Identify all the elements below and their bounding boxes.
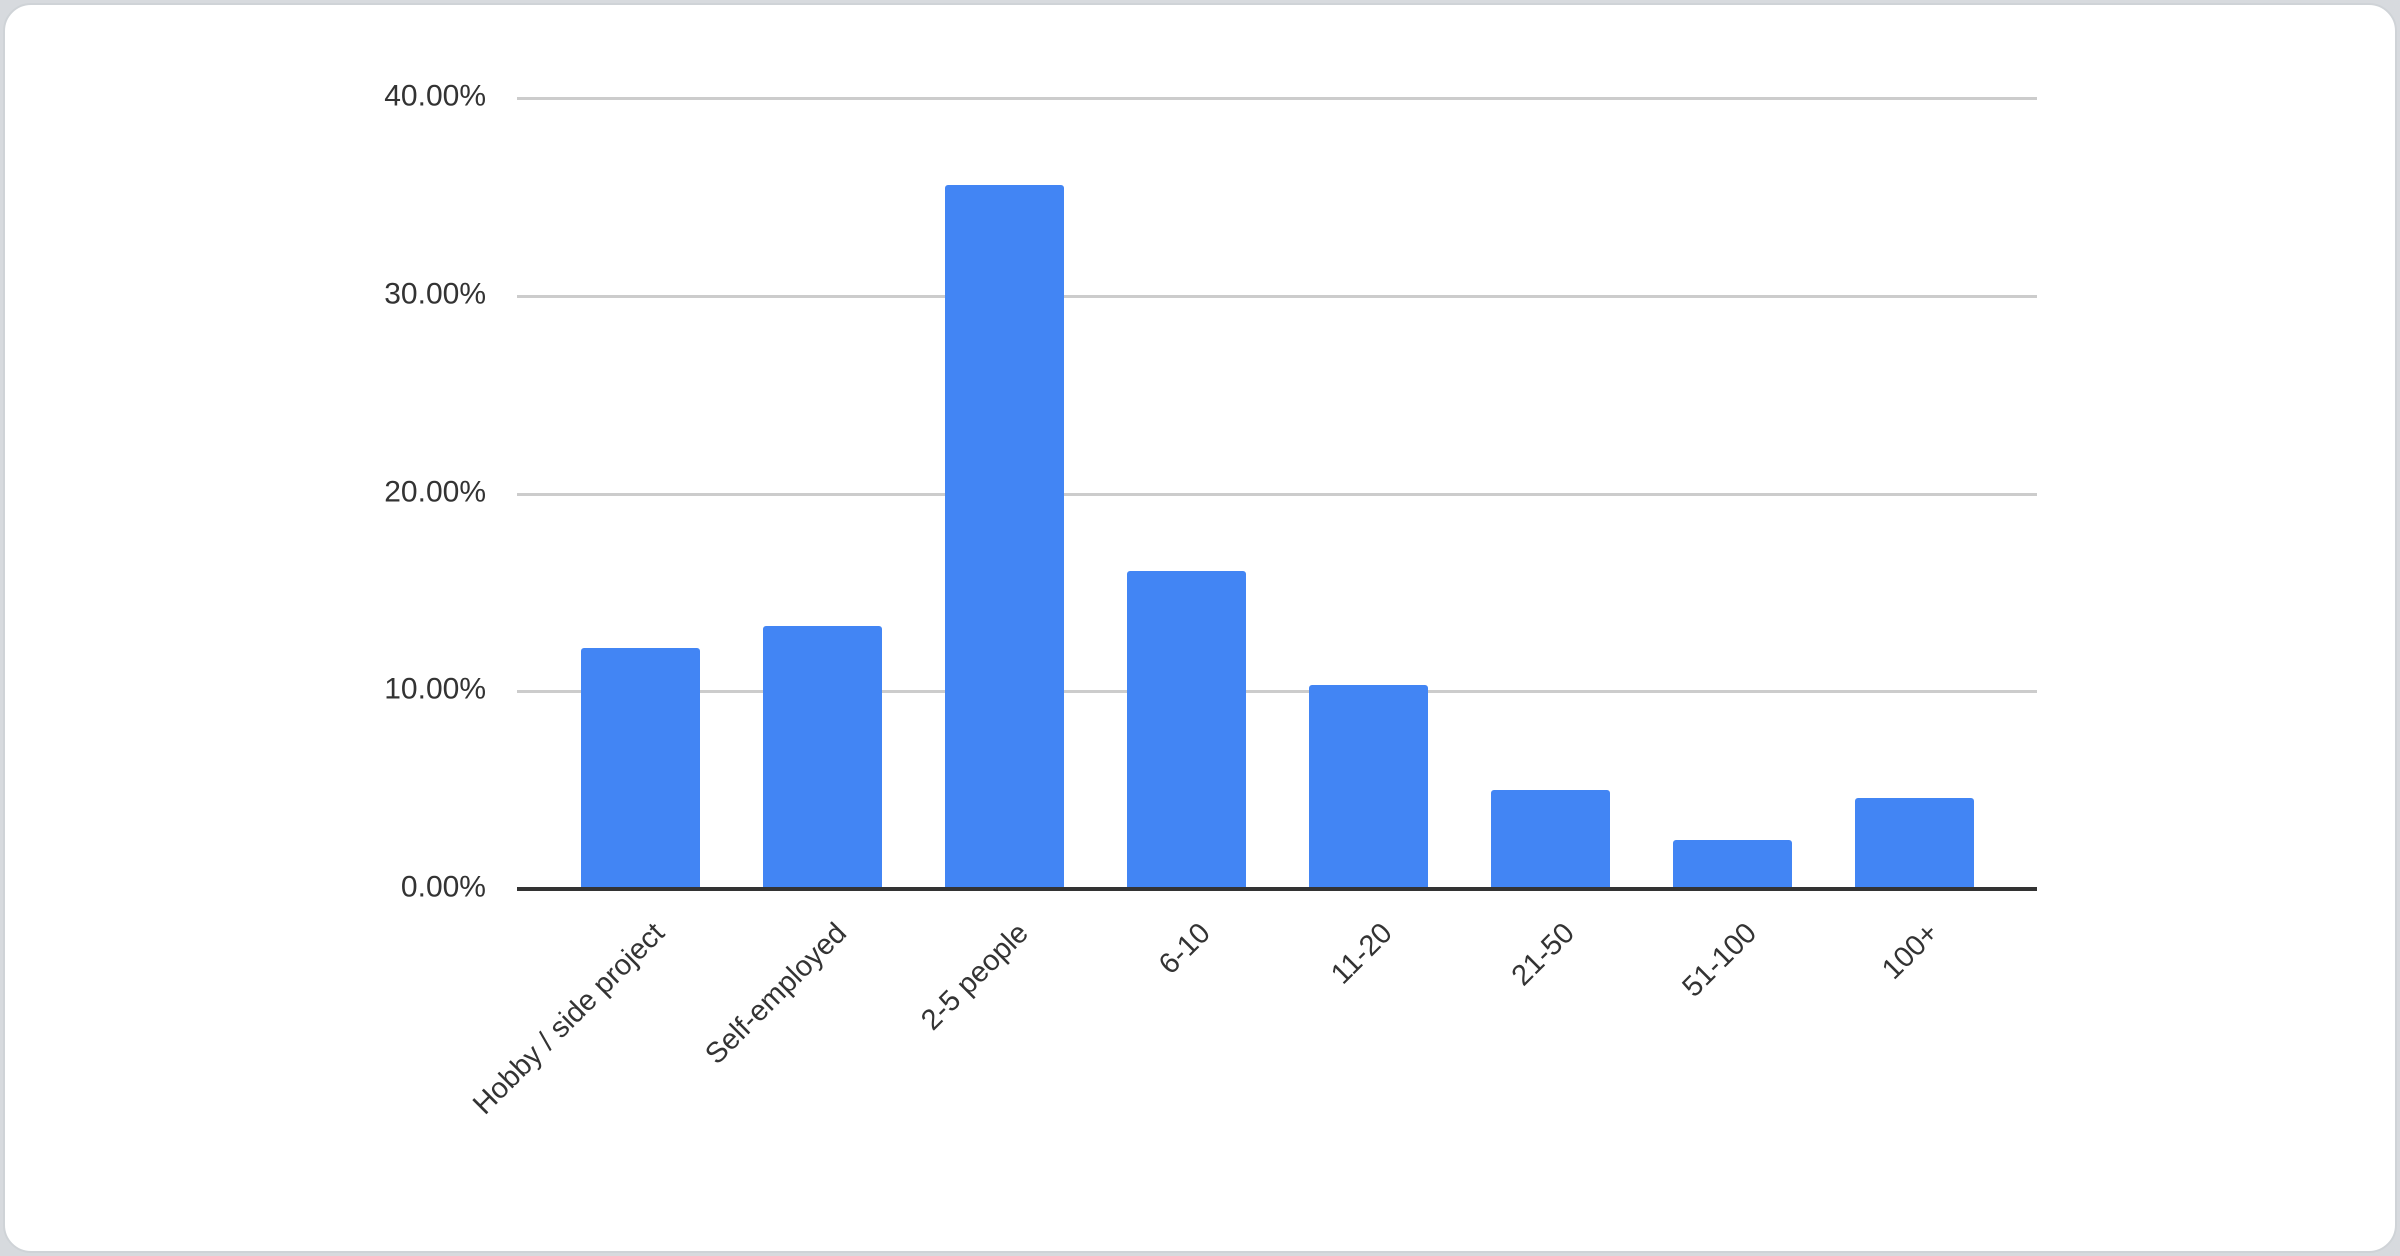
y-axis-tick-label: 10.00%: [384, 672, 486, 706]
y-axis-tick-label: 0.00%: [400, 870, 486, 904]
y-axis-tick-label: 20.00%: [384, 475, 486, 509]
x-axis-category-label: 11-20: [1325, 917, 1400, 991]
chart-card: 0.00% 10.00% 20.00% 30.00% 40.00% Hobby / si…: [3, 3, 2397, 1253]
gridline: [517, 690, 2037, 694]
x-axis-category-label: 51-100: [1676, 917, 1764, 1004]
bar: [1673, 840, 1792, 889]
x-axis-category-label: 100+: [1876, 917, 1946, 986]
bar: [581, 648, 700, 889]
x-axis-category-label: 21-50: [1506, 917, 1582, 993]
x-axis-line: [517, 887, 2037, 891]
bar: [1491, 790, 1610, 889]
x-axis-category-label: 2-5 people: [915, 917, 1036, 1037]
bar: [1855, 798, 1974, 889]
gridline: [517, 294, 2037, 298]
gridline: [517, 97, 2037, 100]
y-axis-tick-label: 40.00%: [384, 79, 486, 113]
x-axis-category-label: Self-employed: [699, 917, 854, 1071]
x-axis-category-label: Hobby / side project: [467, 917, 672, 1121]
gridline: [517, 492, 2037, 496]
y-axis-tick-label: 30.00%: [384, 277, 486, 311]
bar-chart: 0.00% 10.00% 20.00% 30.00% 40.00% Hobby / si…: [5, 5, 2395, 1251]
bar: [945, 185, 1064, 889]
bar: [763, 626, 882, 889]
bar: [1127, 571, 1246, 889]
x-axis-category-label: 6-10: [1153, 917, 1218, 981]
bar: [1309, 685, 1428, 889]
